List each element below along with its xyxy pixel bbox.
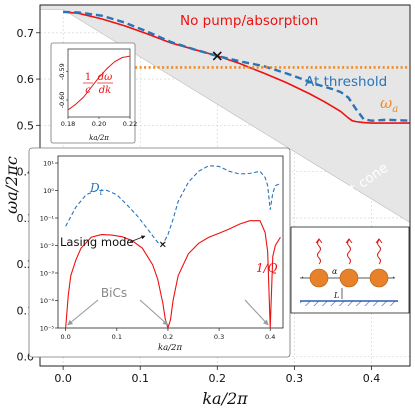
lasing-mode-marker bbox=[159, 241, 166, 248]
lasing-x-shape bbox=[159, 241, 166, 248]
threshold-label: At threshold bbox=[305, 74, 387, 90]
y-label-text: ωa/2πc bbox=[2, 156, 21, 214]
chain-dots-right: · bbox=[392, 273, 395, 284]
inset-x-tick-label: 0.20 bbox=[92, 120, 106, 128]
log-y-tick-label: 10⁻⁴ bbox=[40, 297, 55, 305]
main-x-tick-label: 0.1 bbox=[131, 372, 149, 385]
lasing-mode-arrow bbox=[129, 235, 146, 243]
inset-series-line bbox=[67, 55, 131, 111]
log-y-tick-label: 10⁻¹ bbox=[40, 215, 55, 223]
lasing-mode-label: Lasing mode bbox=[60, 235, 134, 249]
log-x-tick-label: 0.3 bbox=[214, 333, 224, 341]
bic-arrows bbox=[67, 299, 269, 326]
main-y-tick-label: 0.5 bbox=[17, 119, 35, 132]
omega-a-label: ωa bbox=[380, 94, 398, 115]
dt-series-label: Dt bbox=[89, 181, 104, 197]
main-x-tick-label: 0.2 bbox=[209, 372, 227, 385]
log-inset-axes-frame bbox=[57, 155, 284, 329]
main-x-tick-label: 0.3 bbox=[286, 372, 304, 385]
log-y-tick-label: 10⁻⁵ bbox=[40, 325, 55, 333]
log-y-tick-label: 10¹ bbox=[43, 160, 54, 168]
main-series-line-1 bbox=[63, 10, 411, 122]
alpha-label: α bbox=[332, 267, 338, 276]
log-series-line-1 bbox=[65, 220, 281, 330]
log-x-tick-label: 0.2 bbox=[163, 333, 173, 341]
particle-3 bbox=[369, 268, 389, 288]
bic-arrow bbox=[244, 299, 269, 326]
main-x-axis-label: ka/2π bbox=[202, 389, 248, 408]
main-series-line-0 bbox=[63, 11, 410, 124]
svg-text:c: c bbox=[85, 85, 91, 96]
particle-2 bbox=[339, 268, 359, 288]
inset-derivative-label: 1 c dω dk bbox=[83, 72, 113, 96]
threshold-crossing-marker bbox=[212, 51, 222, 61]
svg-text:dω: dω bbox=[98, 72, 113, 83]
log-series-line-0 bbox=[65, 165, 281, 246]
log-x-tick-label: 0.1 bbox=[112, 333, 122, 341]
log-y-tick-label: 10⁰ bbox=[43, 187, 54, 195]
bic-arrow bbox=[67, 299, 99, 326]
inset-x-tick-label: 0.22 bbox=[123, 120, 137, 128]
particle-1 bbox=[309, 268, 329, 288]
main-x-tick-label: 0.0 bbox=[54, 372, 72, 385]
substrate-hatch bbox=[300, 301, 398, 306]
main-y-tick-label: 0.6 bbox=[17, 73, 35, 86]
svg-text:dk: dk bbox=[99, 85, 111, 96]
chain-dots-left: · bbox=[301, 273, 304, 284]
main-x-tick-label: 0.4 bbox=[363, 372, 381, 385]
log-y-tick-label: 10⁻² bbox=[40, 242, 55, 250]
marker-x-shape bbox=[212, 51, 222, 61]
log-x-tick-label: 0.4 bbox=[265, 333, 275, 341]
no-pump-label: No pump/absorption bbox=[180, 13, 318, 29]
log-x-axis-label: ka/2π bbox=[158, 343, 182, 353]
inset-x-tick-label: 0.18 bbox=[61, 120, 75, 128]
log-y-tick-label: 10⁻³ bbox=[40, 270, 55, 278]
inset-x-axis-label: ka/2π bbox=[89, 134, 109, 142]
log-x-tick-label: 0.0 bbox=[60, 333, 70, 341]
inset-y-tick-label: -0.59 bbox=[58, 63, 66, 80]
main-y-tick-label: 0.7 bbox=[17, 27, 35, 40]
inset-y-tick-label: -0.60 bbox=[58, 92, 66, 109]
log-inset: 0.0 0.1 0.2 0.3 0.4 10⁻⁵ 10⁻⁴ 10⁻³ 10⁻² 10⁻¹ 10⁰ 10… bbox=[28, 147, 291, 358]
svg-text:1: 1 bbox=[85, 72, 91, 83]
bic-arrow bbox=[139, 299, 169, 326]
main-y-axis-label: ωa/2πc bbox=[2, 156, 21, 214]
schematic-inset: · · α L bbox=[290, 226, 410, 314]
group-velocity-inset: 0.18 0.20 0.22 -0.59 -0.60 1 c dω dk ka/2π bbox=[50, 42, 137, 144]
bics-label: BiCs bbox=[101, 286, 127, 300]
l-label: L bbox=[333, 291, 339, 300]
invq-series-label: 1/Q bbox=[256, 261, 278, 275]
emission-arrows bbox=[315, 238, 383, 265]
x-label-text: ka/2π bbox=[202, 389, 248, 408]
